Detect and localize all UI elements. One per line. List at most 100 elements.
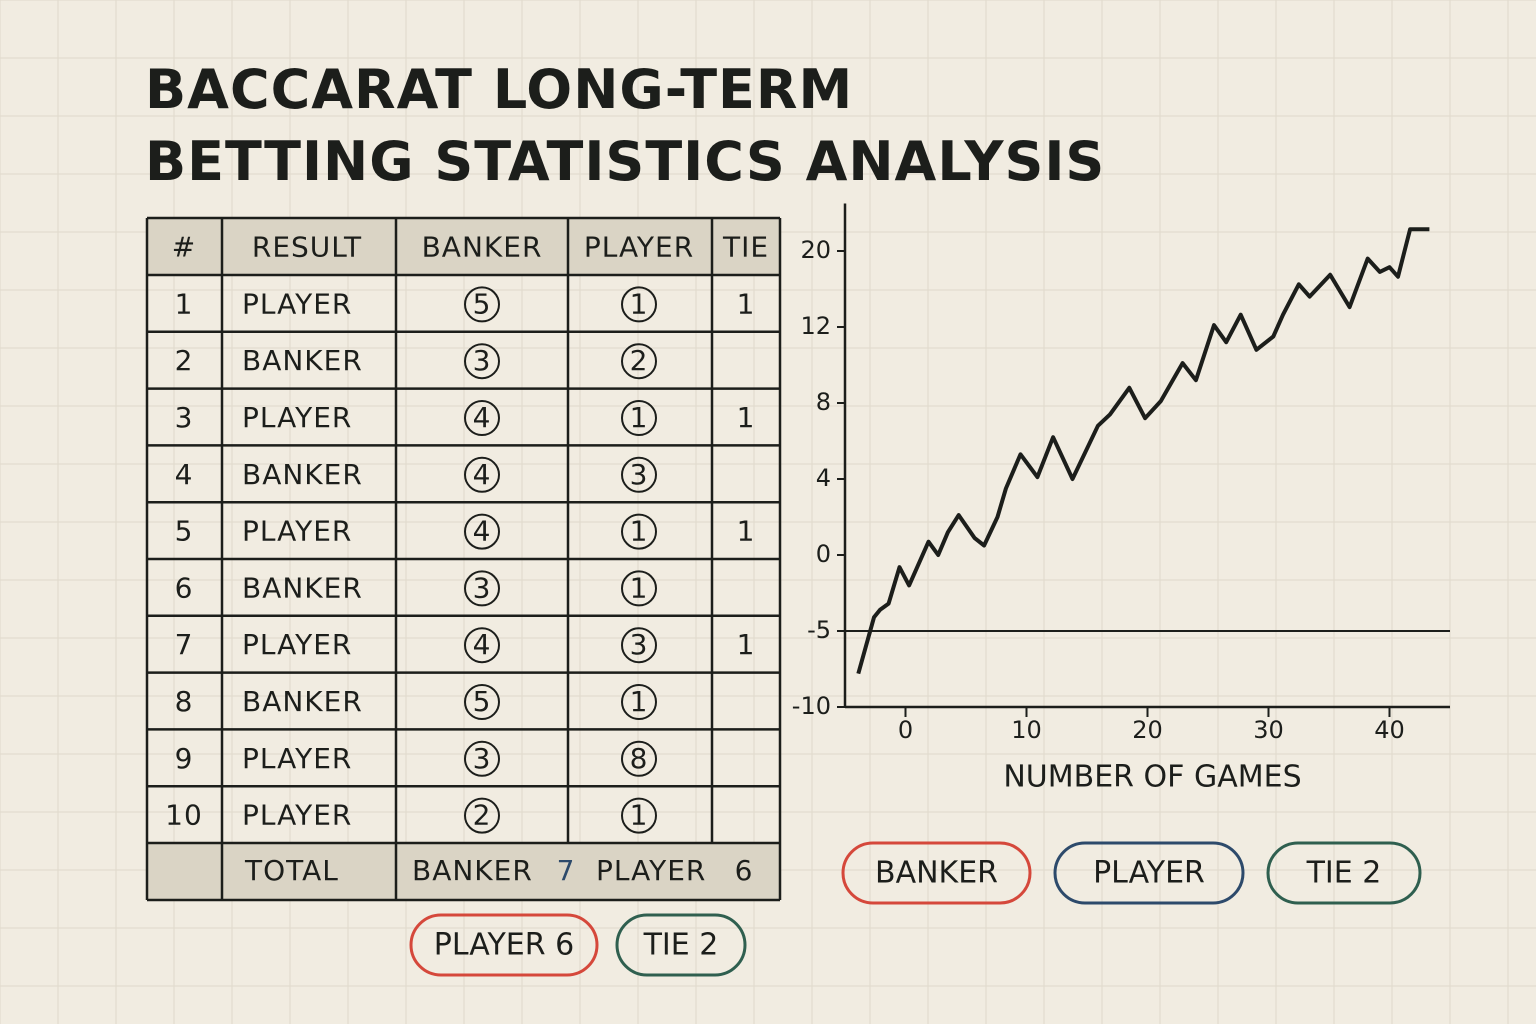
- total-player: 6: [735, 854, 754, 887]
- table-cell: BANKER: [242, 685, 363, 718]
- x-tick-label: 10: [1011, 716, 1042, 744]
- table-cell: 1: [737, 515, 756, 548]
- pill-button[interactable]: [1266, 841, 1422, 905]
- title-line: BETTING STATISTICS ANALYSIS: [145, 130, 1105, 193]
- table-header: RESULT: [252, 231, 362, 264]
- table-total-bg: [147, 843, 780, 900]
- total-player-label: PLAYER: [596, 854, 706, 887]
- y-tick-label: 0: [816, 540, 831, 568]
- total-label: TOTAL: [244, 854, 339, 887]
- table-cell: 1: [737, 628, 756, 661]
- table-cell: 4: [175, 458, 194, 491]
- table-cell: BANKER: [242, 344, 363, 377]
- table-cell: 3: [473, 571, 492, 604]
- pill-label[interactable]: BANKER: [875, 856, 998, 891]
- data-line: [856, 227, 1430, 675]
- number-circle: [464, 627, 500, 664]
- pill-button[interactable]: [615, 913, 747, 977]
- table-cell: PLAYER: [242, 401, 352, 434]
- y-tick-label: 20: [800, 236, 831, 264]
- pill-button[interactable]: [1053, 841, 1245, 905]
- table-header-bg: [147, 218, 780, 275]
- number-circle: [621, 684, 657, 720]
- table-cell: 1: [630, 515, 649, 548]
- number-circle: [621, 456, 657, 493]
- number-circle: [621, 627, 657, 664]
- total-banker-label: BANKER: [412, 854, 533, 887]
- y-tick-label: 12: [800, 312, 831, 340]
- pill-label[interactable]: PLAYER 6: [434, 928, 574, 963]
- number-circle: [464, 797, 500, 834]
- table-cell: 8: [175, 685, 194, 718]
- x-tick-label: 0: [898, 716, 913, 744]
- pill-label[interactable]: TIE 2: [643, 928, 719, 963]
- table-cell: 2: [473, 799, 492, 832]
- x-tick-label: 30: [1253, 716, 1284, 744]
- x-axis-label: NUMBER OF GAMES: [1003, 760, 1301, 795]
- y-tick-label: 8: [816, 388, 831, 416]
- x-tick-label: 20: [1132, 716, 1163, 744]
- number-circle: [621, 400, 657, 436]
- table-cell: PLAYER: [242, 287, 352, 320]
- x-tick-label: 40: [1374, 716, 1405, 744]
- table-cell: 1: [737, 401, 756, 434]
- number-circle: [621, 286, 657, 323]
- table-cell: 1: [630, 401, 649, 434]
- table-cell: PLAYER: [242, 742, 352, 775]
- table-cell: BANKER: [242, 458, 363, 491]
- table-cell: 1: [630, 287, 649, 320]
- table-cell: 1: [175, 287, 194, 320]
- pill-button[interactable]: [409, 913, 599, 977]
- number-circle: [464, 570, 500, 607]
- table-header: #: [172, 231, 196, 264]
- title-line: BACCARAT LONG-TERM: [145, 58, 853, 121]
- number-circle: [621, 797, 657, 834]
- table-header: BANKER: [422, 231, 543, 264]
- number-circle: [464, 286, 500, 323]
- table-cell: 4: [473, 515, 492, 548]
- number-circle: [621, 740, 657, 777]
- table-cell: 3: [630, 458, 649, 491]
- number-circle: [464, 456, 500, 493]
- table-cell: 3: [630, 628, 649, 661]
- table-cell: 5: [473, 287, 492, 320]
- number-circle: [464, 684, 500, 720]
- table-cell: 1: [630, 571, 649, 604]
- y-tick-label: -5: [807, 616, 831, 644]
- table-cell: 4: [473, 628, 492, 661]
- pill-button[interactable]: [841, 841, 1032, 905]
- table-cell: 5: [473, 685, 492, 718]
- table-cell: PLAYER: [242, 799, 352, 832]
- number-circle: [464, 400, 500, 436]
- pill-label[interactable]: PLAYER: [1093, 856, 1205, 891]
- table-cell: 6: [175, 571, 194, 604]
- total-banker: 7: [557, 854, 576, 887]
- table-header: TIE: [722, 231, 769, 264]
- number-circle: [464, 513, 500, 550]
- number-circle: [464, 343, 500, 380]
- table-cell: 2: [175, 344, 194, 377]
- pill-label[interactable]: TIE 2: [1306, 856, 1382, 891]
- y-tick-label: -10: [792, 692, 831, 720]
- table-cell: 3: [473, 344, 492, 377]
- number-circle: [621, 570, 657, 607]
- table-cell: 9: [175, 742, 194, 775]
- table-cell: 2: [630, 344, 649, 377]
- table-cell: 10: [165, 799, 203, 832]
- table-header: PLAYER: [584, 231, 694, 264]
- table-cell: 3: [175, 401, 194, 434]
- table-cell: 8: [630, 742, 649, 775]
- table-cell: PLAYER: [242, 515, 352, 548]
- table-cell: 7: [175, 628, 194, 661]
- y-tick-label: 4: [816, 464, 831, 492]
- table-cell: 4: [473, 401, 492, 434]
- number-circle: [464, 740, 500, 777]
- table-cell: BANKER: [242, 571, 363, 604]
- number-circle: [621, 513, 657, 550]
- table-cell: 4: [473, 458, 492, 491]
- table-cell: 5: [175, 515, 194, 548]
- number-circle: [621, 343, 657, 380]
- table-cell: 1: [737, 287, 756, 320]
